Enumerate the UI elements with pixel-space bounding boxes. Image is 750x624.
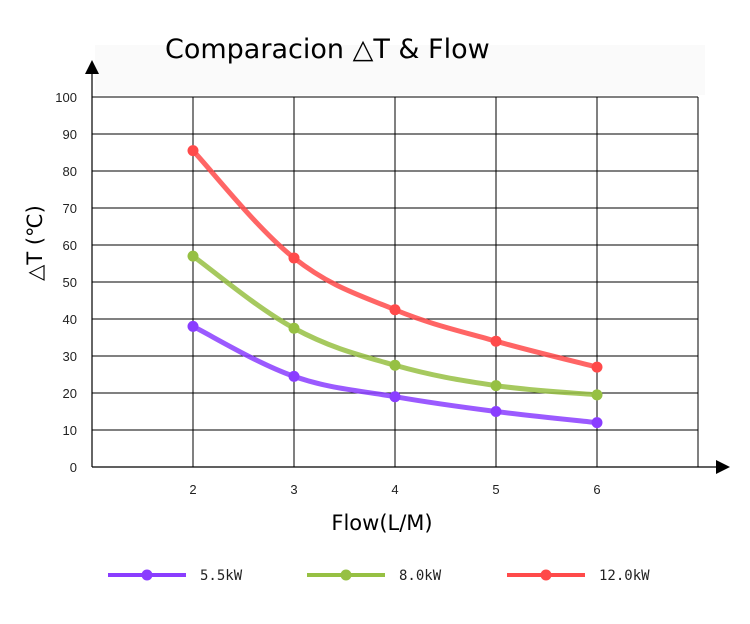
y-tick-labels: 0 10 20 30 40 50 60 70 80 90 100 bbox=[55, 90, 77, 475]
y-tick-label: 40 bbox=[63, 312, 77, 327]
legend-swatch-marker bbox=[540, 569, 552, 581]
legend-label: 12.0kW bbox=[599, 568, 650, 584]
y-tick-label: 90 bbox=[63, 127, 77, 142]
y-tick-label: 80 bbox=[63, 164, 77, 179]
data-point-12.0kW-5 bbox=[490, 335, 502, 347]
data-point-8.0kW-3 bbox=[288, 322, 300, 334]
y-tick-label: 70 bbox=[63, 201, 77, 216]
data-point-5.5kW-6 bbox=[591, 417, 603, 429]
data-point-5.5kW-5 bbox=[490, 406, 502, 417]
data-point-5.5kW-4 bbox=[389, 391, 401, 403]
series-12.0kW bbox=[187, 145, 603, 373]
chart-title: Comparacion △T & Flow bbox=[165, 34, 490, 65]
series-8.0kW bbox=[187, 250, 603, 401]
y-tick-label: 0 bbox=[70, 460, 77, 475]
data-point-8.0kW-2 bbox=[187, 250, 199, 262]
data-point-5.5kW-2 bbox=[187, 320, 199, 332]
y-tick-label: 30 bbox=[63, 349, 77, 364]
data-point-12.0kW-6 bbox=[591, 361, 603, 373]
axes bbox=[85, 60, 730, 474]
x-tick-label: 6 bbox=[593, 482, 600, 497]
y-axis-label: △T (℃) bbox=[23, 205, 47, 281]
y-tick-label: 10 bbox=[63, 423, 77, 438]
grid bbox=[92, 96, 699, 468]
data-point-12.0kW-4 bbox=[389, 304, 401, 316]
series-layer bbox=[187, 145, 603, 429]
title-band bbox=[95, 45, 705, 95]
y-tick-label: 20 bbox=[63, 386, 77, 401]
x-tick-label: 4 bbox=[391, 482, 398, 497]
x-tick-label: 3 bbox=[290, 482, 297, 497]
data-point-8.0kW-4 bbox=[389, 359, 401, 371]
x-tick-label: 2 bbox=[189, 482, 196, 497]
data-point-12.0kW-3 bbox=[288, 252, 300, 264]
y-tick-label: 100 bbox=[55, 90, 77, 105]
legend-swatch-marker bbox=[340, 569, 352, 581]
legend-label: 8.0kW bbox=[399, 568, 442, 584]
x-axis-arrow bbox=[716, 460, 730, 474]
data-point-5.5kW-3 bbox=[288, 370, 300, 382]
legend-item-8.0kW: 8.0kW bbox=[307, 568, 442, 584]
legend: 5.5kW 8.0kW 12.0kW bbox=[108, 568, 650, 584]
x-axis-label: Flow(L/M) bbox=[331, 511, 432, 535]
data-point-12.0kW-2 bbox=[187, 145, 199, 157]
x-tick-label: 5 bbox=[492, 482, 499, 497]
legend-label: 5.5kW bbox=[200, 568, 243, 584]
y-axis-arrow bbox=[85, 60, 99, 74]
x-tick-labels: 2 3 4 5 6 bbox=[189, 482, 600, 497]
y-tick-label: 50 bbox=[63, 275, 77, 290]
data-point-8.0kW-6 bbox=[591, 389, 603, 401]
legend-item-5.5kW: 5.5kW bbox=[108, 568, 243, 584]
series-5.5kW bbox=[187, 320, 603, 429]
y-tick-label: 60 bbox=[63, 238, 77, 253]
legend-swatch-marker bbox=[141, 569, 153, 581]
data-point-8.0kW-5 bbox=[490, 380, 502, 392]
legend-item-12.0kW: 12.0kW bbox=[507, 568, 650, 584]
